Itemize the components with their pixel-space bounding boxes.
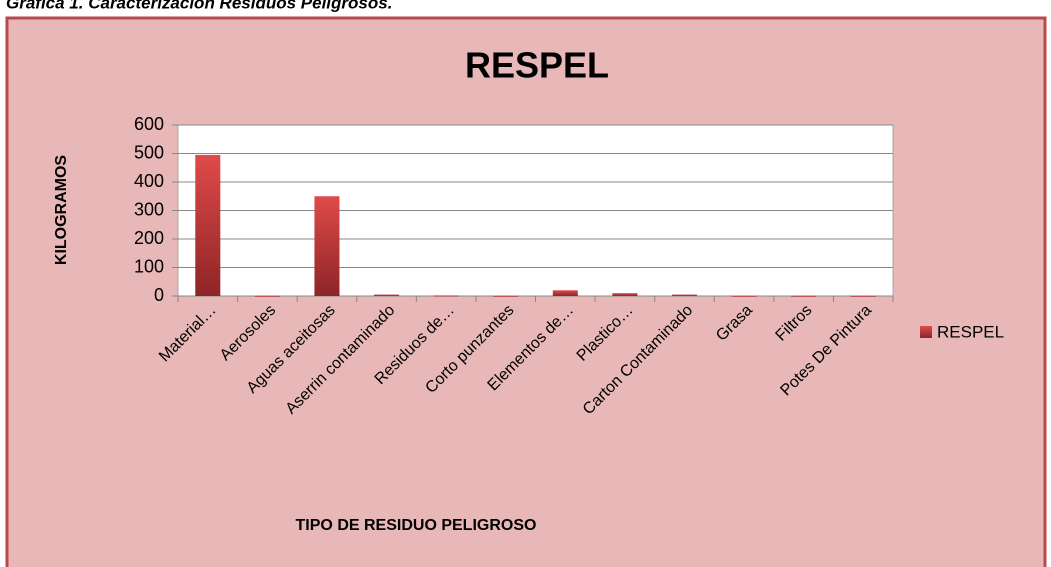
bar	[612, 293, 638, 296]
y-axis-title: KILOGRAMOS	[53, 155, 70, 266]
y-tick-label: 600	[134, 114, 164, 134]
bar	[374, 294, 400, 296]
y-tick-label: 0	[154, 285, 164, 305]
bar	[731, 295, 757, 297]
bar	[671, 294, 697, 296]
y-tick-label: 400	[134, 171, 164, 191]
bar	[552, 290, 578, 296]
chart-title: RESPEL	[465, 45, 609, 86]
legend-label: RESPEL	[937, 322, 1004, 341]
y-tick-label: 300	[134, 199, 164, 219]
bar	[433, 295, 459, 297]
caption: Grafica 1. Caracterización Residuos Peli…	[6, 0, 392, 12]
bar	[850, 295, 876, 297]
y-tick-label: 500	[134, 142, 164, 162]
bar	[254, 295, 280, 297]
legend-swatch	[920, 326, 932, 338]
bar	[195, 154, 221, 296]
y-tick-label: 100	[134, 256, 164, 276]
x-axis-title: TIPO DE RESIDUO PELIGROSO	[296, 517, 537, 534]
bar	[314, 196, 340, 296]
bar	[791, 295, 817, 297]
bar	[493, 295, 519, 297]
y-tick-label: 200	[134, 228, 164, 248]
